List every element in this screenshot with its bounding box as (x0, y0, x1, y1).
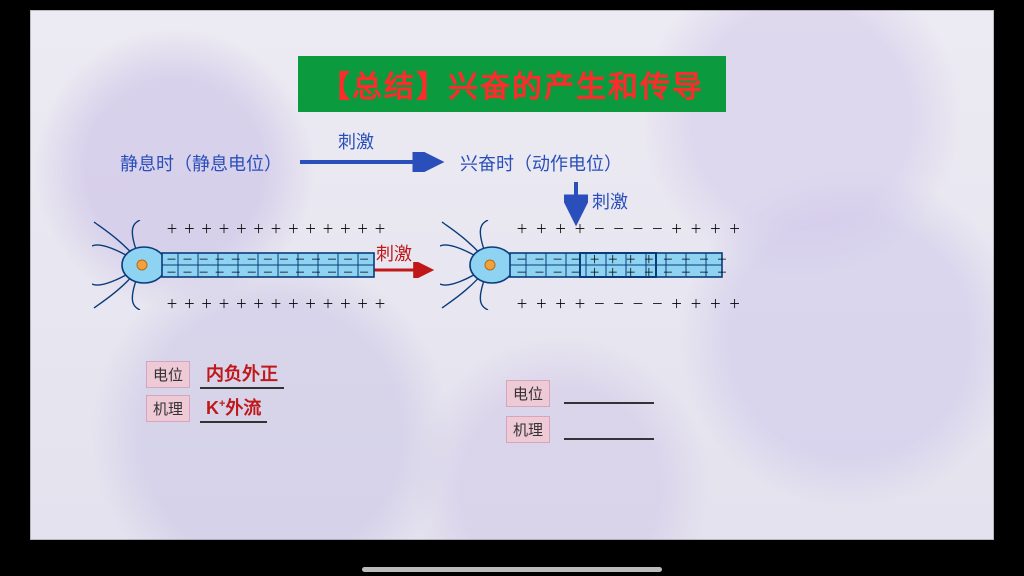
neuron-right-mid-b: － － － － ＋ ＋ ＋ ＋ － － － － (516, 264, 730, 280)
left-mechanism-row: 机理 K+外流 (146, 394, 267, 423)
label-excited: 兴奋时（动作电位） (460, 150, 622, 176)
neuron-right-bot: ＋ ＋ ＋ ＋ － － － － ＋ ＋ ＋ ＋ (516, 295, 743, 312)
neuron-left-mid-b: － － － － － － － － － － － － － (166, 264, 371, 280)
mid-left-2: － － － － (516, 264, 583, 280)
mid-center-2: ＋ ＋ ＋ ＋ (589, 264, 656, 280)
mid-right-2: － － － － (662, 264, 729, 280)
left-potential-row: 电位 内负外正 (146, 360, 284, 389)
blank-potential-right (564, 383, 654, 404)
stim-top-label: 刺激 (338, 128, 374, 154)
neuron-left-bot: ＋ ＋ ＋ ＋ ＋ ＋ ＋ ＋ ＋ ＋ ＋ ＋ ＋ (166, 295, 387, 312)
tag-potential-right: 电位 (506, 380, 550, 407)
stim-right-label: 刺激 (592, 188, 628, 214)
title-banner: 【总结】兴奋的产生和传导 (298, 56, 726, 112)
tag-potential-left: 电位 (146, 361, 190, 388)
home-indicator (362, 567, 662, 572)
neuron-left-top: ＋ ＋ ＋ ＋ ＋ ＋ ＋ ＋ ＋ ＋ ＋ ＋ ＋ (166, 220, 387, 237)
label-resting: 静息时（静息电位） (120, 150, 282, 176)
right-potential-row: 电位 (506, 380, 654, 407)
slide-canvas: 【总结】兴奋的产生和传导 静息时（静息电位） 兴奋时（动作电位） 刺激 刺激 刺… (30, 10, 994, 540)
tag-mechanism-right: 机理 (506, 416, 550, 443)
ans-potential-left: 内负外正 (200, 360, 284, 389)
blank-mechanism-right (564, 419, 654, 440)
tag-mechanism-left: 机理 (146, 395, 190, 422)
right-mechanism-row: 机理 (506, 416, 654, 443)
neuron-right-top: ＋ ＋ ＋ ＋ － － － － ＋ ＋ ＋ ＋ (516, 220, 743, 237)
device-frame: 【总结】兴奋的产生和传导 静息时（静息电位） 兴奋时（动作电位） 刺激 刺激 刺… (0, 0, 1024, 576)
k-pre: K (206, 398, 219, 418)
k-post: 外流 (225, 398, 261, 418)
arrow-top (298, 152, 448, 172)
ans-mechanism-left: K+外流 (200, 394, 267, 423)
